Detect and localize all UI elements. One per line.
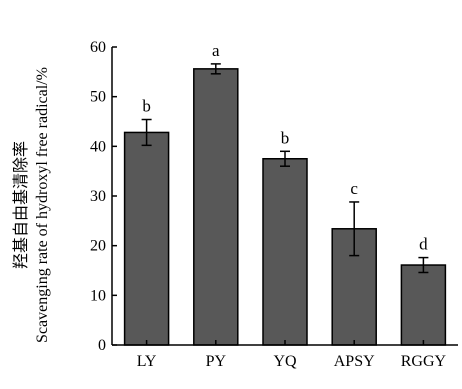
bar-py (193, 68, 239, 346)
y-tick-label: 20 (90, 238, 106, 255)
x-tick-label-py: PY (206, 353, 227, 370)
x-tick-label-ly: LY (137, 353, 157, 370)
significance-letter-ly: b (142, 97, 151, 116)
bar-yq (262, 158, 308, 346)
y-tick-label: 50 (90, 89, 106, 106)
bars-group (123, 68, 447, 346)
significance-letter-py: a (212, 41, 220, 60)
y-axis-label: 羟基自由基清除率 Scavenging rate of hydroxyl fre… (12, 67, 51, 343)
bar-ly (123, 131, 170, 346)
x-ticks-group: LY PY YQ APSY RGGY (137, 340, 447, 370)
significance-letter-apsy: c (350, 179, 358, 198)
x-tick-label-apsy: APSY (334, 353, 375, 370)
significance-letter-rggy: d (419, 235, 428, 254)
error-bars-group (141, 63, 429, 274)
bar-rggy (400, 264, 447, 346)
y-tick-label: 40 (90, 138, 106, 155)
significance-letter-yq: b (281, 128, 290, 147)
y-ticks-group: 0 10 20 30 40 50 60 (90, 39, 117, 354)
y-axis-label-english: Scavenging rate of hydroxyl free radical… (34, 67, 51, 343)
y-axis-label-chinese: 羟基自由基清除率 (12, 141, 30, 269)
significance-letters-group: b a b c d (142, 41, 428, 254)
y-tick-label: 10 (90, 287, 106, 304)
y-tick-label: 30 (90, 188, 106, 205)
y-tick-label: 0 (98, 337, 106, 354)
x-tick-label-rggy: RGGY (401, 353, 447, 370)
y-tick-label: 60 (90, 39, 106, 56)
x-tick-label-yq: YQ (273, 353, 297, 370)
